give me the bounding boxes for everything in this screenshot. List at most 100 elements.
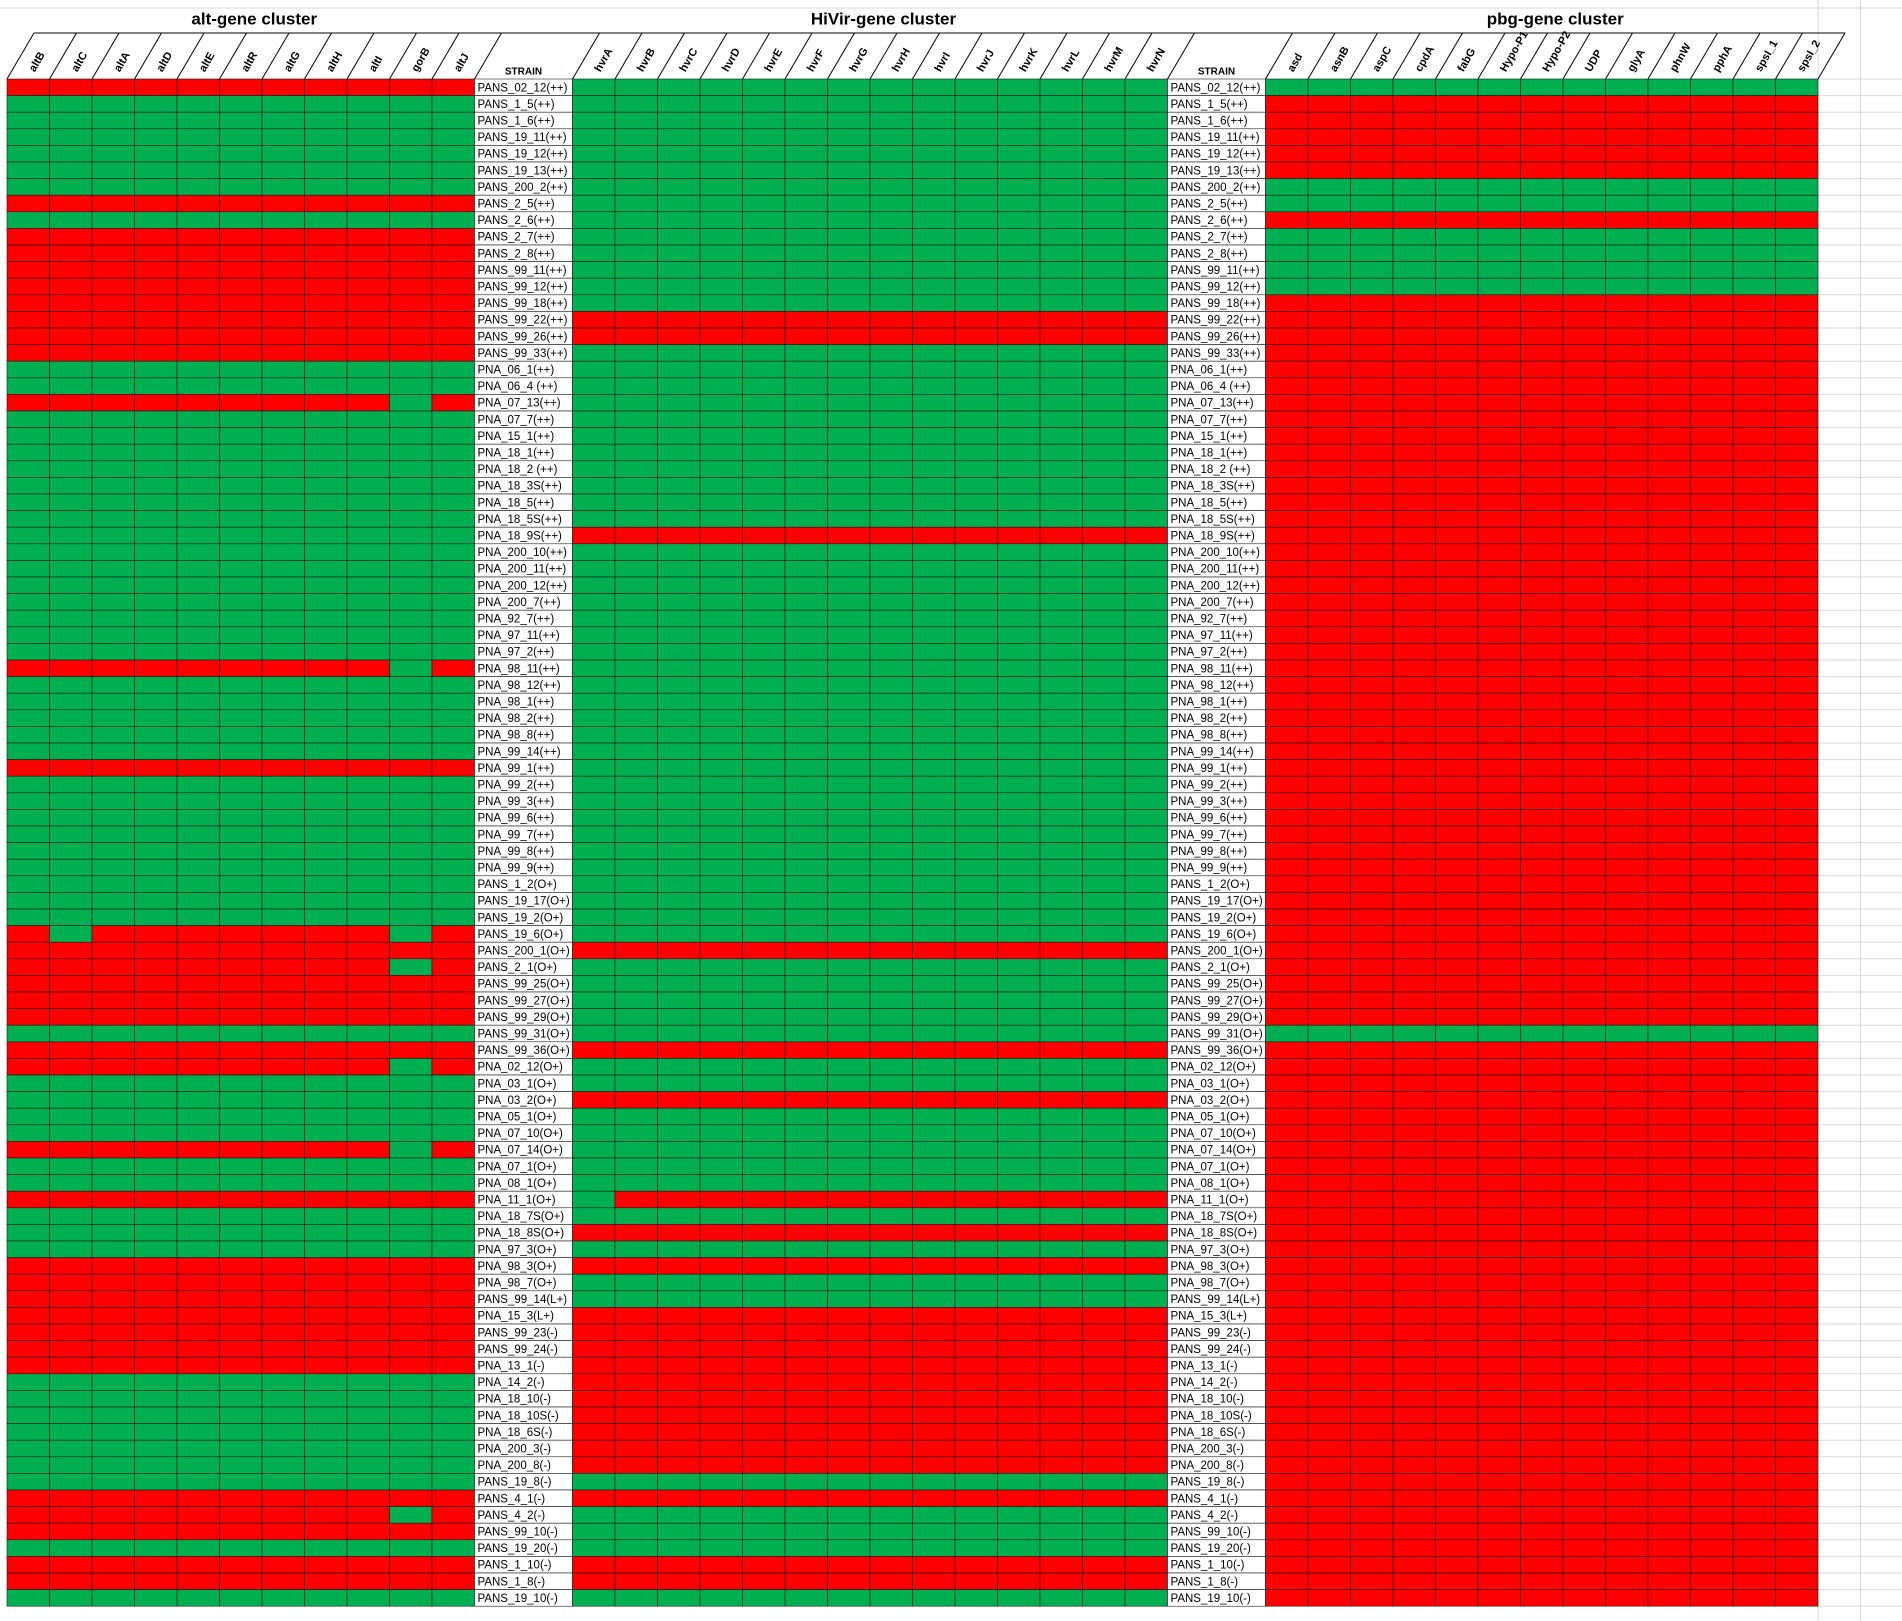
gene-cell [784,709,828,727]
gene-cell [1605,1572,1649,1590]
gene-cell [6,493,50,511]
gene-cell [1082,1273,1126,1292]
gene-cell [1605,1589,1649,1607]
gene-cell [134,477,178,495]
gene-cell [657,1024,701,1043]
gene-cell [1605,78,1649,96]
gene-cell [1775,1522,1819,1541]
gene-cell [1350,1273,1394,1292]
gene-cell [176,560,220,578]
gene-cell [304,991,348,1009]
gene-cell [1435,277,1479,296]
gene-cell [304,709,348,727]
gene-cell [1775,1058,1819,1076]
gene-cell [1435,1356,1479,1375]
gene-cell [954,1174,998,1192]
gene-cell [912,709,956,727]
gene-cell [997,128,1041,146]
gene-cell [1520,111,1564,130]
gene-cell [346,908,390,926]
gene-cell [1647,1373,1691,1391]
gene-cell [997,1041,1041,1059]
gene-cell [827,1207,871,1225]
gene-cell [997,1473,1041,1491]
gene-cell [389,543,433,561]
gene-cell [1520,1522,1564,1541]
gene-cell [6,692,50,711]
gene-cell [1082,560,1126,578]
gene-cell [997,1589,1041,1607]
gene-cell [431,1240,475,1258]
gene-cell [572,676,616,694]
gene-cell [431,659,475,677]
gene-cell [1350,1506,1394,1524]
gene-cell [91,1556,135,1574]
gene-cell [261,692,305,711]
gene-cell [869,78,913,96]
gene-cell [1520,709,1564,727]
gene-cell [699,1257,743,1275]
gene-cell [1477,1124,1521,1142]
gene-cell [1775,560,1819,578]
gene-label: aspC [1370,45,1394,74]
gene-cell [219,726,263,744]
gene-cell [346,244,390,262]
gene-cell [742,111,786,130]
gene-cell [1039,228,1083,246]
gene-cell [699,477,743,495]
gene-cell [261,1091,305,1109]
gene-cell [1605,244,1649,262]
gene-cell [1265,1323,1309,1341]
gene-cell [1392,194,1436,213]
gene-cell [869,427,913,445]
gene-cell [261,975,305,993]
gene-cell [827,228,871,246]
gene-cell [1307,1356,1351,1375]
gene-cell [6,1556,50,1574]
gene-cell [6,775,50,794]
gene-cell [954,510,998,528]
header-border [742,32,770,80]
gene-cell [1477,178,1521,196]
gene-cell [1477,394,1521,412]
strain-label: PNA_18_10S(-) [1171,1410,1252,1422]
gene-cell [1039,510,1083,528]
gene-cell [134,1024,178,1043]
gene-cell [912,991,956,1009]
gene-cell [431,427,475,445]
gene-cell [699,128,743,146]
strain-label: PNA_15_3(L+) [478,1311,555,1323]
gene-cell [657,1091,701,1109]
gene-cell [389,161,433,179]
gene-cell [997,1373,1041,1391]
header-border [1307,32,1336,80]
gene-cell [1350,1190,1394,1209]
gene-cell [657,211,701,229]
gene-cell [91,178,135,196]
gene-cell [1647,609,1691,628]
gene-cell [304,1556,348,1574]
gene-cell [1350,1356,1394,1375]
gene-cell [176,1473,220,1491]
gene-cell [91,576,135,594]
gene-cell [1307,925,1351,943]
gene-cell [346,493,390,511]
gene-cell [912,593,956,611]
gene-cell [1124,759,1168,777]
strain-label: PANS_99_11(++) [478,265,567,277]
gene-cell [134,576,178,594]
gene-cell [1562,1041,1606,1059]
gene-cell [954,1373,998,1391]
gene-cell [1435,493,1479,511]
gene-cell [1392,327,1436,345]
gene-cell [1124,858,1168,877]
gene-cell [912,1257,956,1275]
gene-cell [1435,792,1479,810]
gene-cell [912,277,956,296]
gene-cell [572,825,616,843]
gene-cell [742,958,786,976]
gene-cell [134,526,178,545]
gene-cell [219,311,263,329]
gene-cell [346,759,390,777]
gene-cell [954,178,998,196]
